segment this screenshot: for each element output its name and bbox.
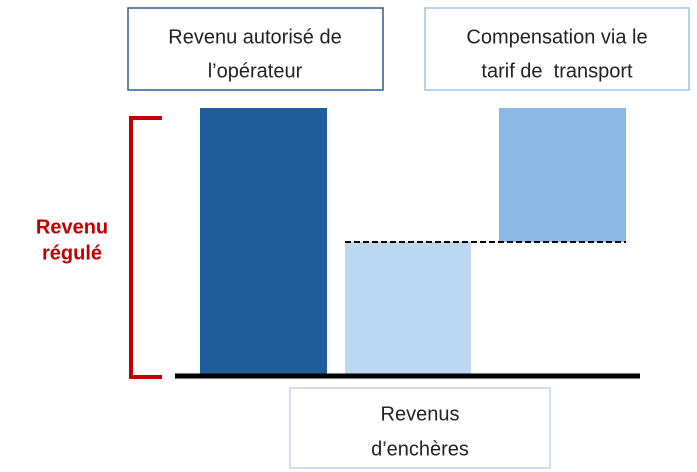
bracket-label: régulé [42, 242, 102, 264]
bracket-label: Revenu [36, 216, 108, 238]
box-label: l’opérateur [208, 60, 303, 82]
bracket [129, 116, 162, 379]
bar [499, 108, 626, 242]
box [289, 387, 551, 469]
box-label: Revenus [381, 403, 460, 425]
box-label: Compensation via le [466, 26, 647, 48]
box [424, 7, 690, 91]
box-label: tarif de transport [481, 60, 633, 82]
box [127, 7, 384, 91]
bar [345, 242, 471, 376]
box-label: Revenu autorisé de [168, 26, 341, 48]
bar [200, 108, 327, 376]
box-label: d’enchères [371, 438, 469, 460]
